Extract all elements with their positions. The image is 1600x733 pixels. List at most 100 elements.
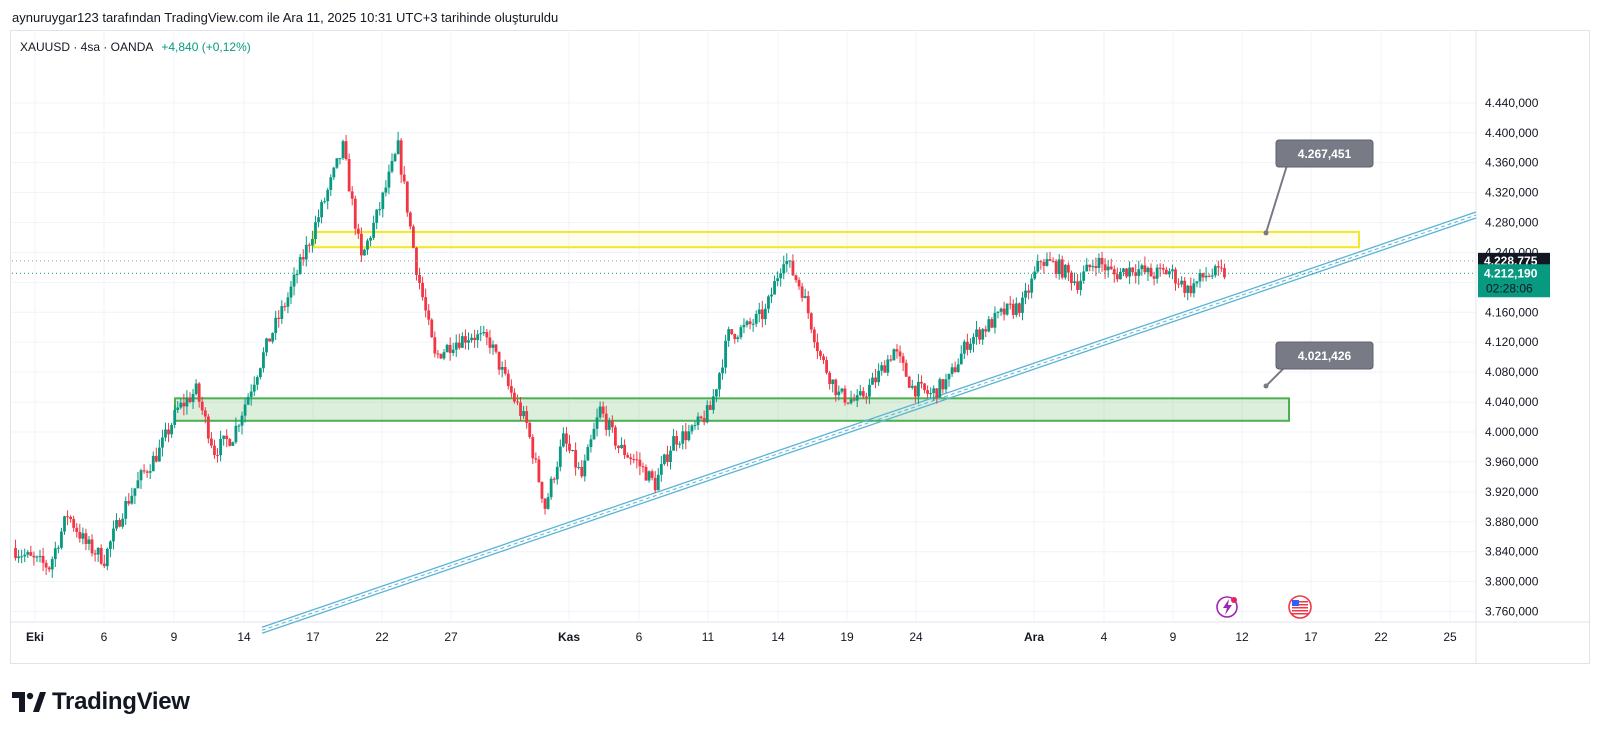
candle-up [1195,281,1199,284]
price-tick-label: 3.920,000 [1485,485,1539,499]
candle-down [641,466,645,468]
candle-down [41,555,45,563]
tradingview-logo[interactable]: TradingView [12,688,190,716]
candle-down [852,399,856,401]
candle-down [399,140,403,175]
candle-down [730,329,734,335]
candle-down [203,410,207,417]
candle-up [583,460,587,477]
candle-up [338,158,342,160]
candle-up [956,364,960,372]
candle-down [457,342,461,348]
candle-up [705,405,709,423]
candle-down [684,431,688,441]
candle-up [975,329,978,337]
candle-up [745,321,749,325]
candle-up [571,450,574,452]
price-tick-label: 4.080,000 [1485,365,1539,379]
candle-up [479,333,483,335]
candle-up [311,239,314,246]
candle-down [1201,273,1205,278]
time-axis[interactable]: Eki 6 9 14 17 22 27 Kas 6 11 14 19 24 Ara 4 9 12 17 22 25 [26,630,1457,644]
candle-down [1189,285,1193,294]
candle-down [531,437,535,459]
price-tick-label: 3.880,000 [1485,515,1539,529]
candle-up [1192,283,1196,294]
candle-down [797,280,801,287]
price-tick-label: 4.120,000 [1485,335,1539,349]
candle-down [760,309,764,320]
candle-up [387,171,391,188]
symbol-legend[interactable]: XAUUSD · 4sa · OANDA +4,840 (+0,12%) [20,40,251,54]
time-tick-label: 22 [1374,630,1388,644]
candle-up [959,353,963,365]
candle-down [29,552,33,556]
candle-up [751,323,755,325]
time-tick-label: 19 [840,630,854,644]
candle-up [53,548,57,560]
candle-up [767,296,770,309]
candle-up [910,385,914,388]
candle-down [90,539,94,554]
candle-down [516,401,519,403]
candle-up [1024,290,1027,298]
candle-up [549,478,553,498]
candle-down [794,275,798,281]
candle-up [690,425,694,432]
candle-down [433,337,437,354]
candle-up [476,334,480,341]
candle-down [1103,264,1107,271]
resistance-price-label [1275,139,1374,168]
candle-up [1005,303,1009,315]
candle-up [470,337,473,341]
candle-down [898,351,902,357]
resistance-zone [313,230,1360,249]
candle-up [855,395,859,401]
candle-down [93,553,97,555]
candle-up [445,344,449,353]
candle-down [935,388,939,398]
candle-down [617,445,620,449]
candle-down [1008,303,1012,305]
candle-up [139,470,143,481]
candle-up [292,274,296,287]
candle-up [467,340,470,343]
candle-down [1220,267,1223,269]
candle-up [1091,266,1095,268]
time-tick-label: 24 [909,630,923,644]
candle-up [372,222,376,238]
candle-up [157,447,161,462]
candle-up [1167,271,1171,275]
flag-stripe [1292,601,1308,603]
candle-up [592,428,596,440]
notification-dot [1231,597,1237,603]
candle-up [176,407,180,411]
candle-up [451,349,455,353]
candle-up [662,454,666,465]
candle-down [494,344,498,352]
candle-up [194,383,198,395]
support-price-label-anchor [1263,383,1269,389]
candle-down [901,356,905,363]
candle-down [1094,266,1098,268]
candle-up [1171,269,1174,272]
price-axis[interactable]: 4.440,000 4.400,000 4.360,000 4.320,000 4.28… [1478,96,1550,619]
candle-up [871,377,874,385]
event-icons[interactable] [1216,595,1312,619]
candle-down [69,516,73,520]
candle-up [63,516,66,532]
candle-up [892,349,896,361]
candle-up [105,548,109,567]
candle-down [552,478,556,480]
candle-down [834,379,838,396]
candle-down [408,212,412,227]
grid-lines [10,30,1590,663]
candle-down [197,383,201,402]
tradingview-logo-icon [12,692,46,712]
candle-up [491,344,495,348]
countdown-text: 02:28:06 [1486,281,1533,295]
candle-up [81,533,85,539]
price-tick-label: 4.280,000 [1485,216,1539,230]
trendline-upper [261,211,1477,628]
